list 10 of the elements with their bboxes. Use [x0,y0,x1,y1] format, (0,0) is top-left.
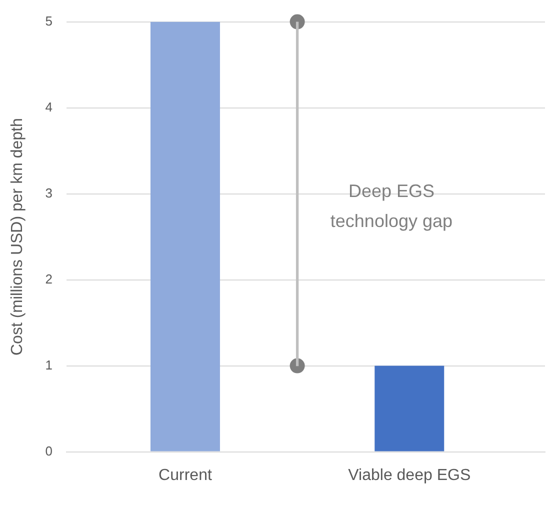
y-tick-label: 5 [45,13,52,28]
x-tick-label: Current [158,466,212,484]
y-tick-label: 2 [45,271,52,286]
annotation: Deep EGS technology gap [330,180,453,231]
y-axis-title: Cost (millions USD) per km depth [9,118,26,356]
x-tick-label: Viable deep EGS [348,466,471,484]
y-tick-label: 1 [45,357,52,372]
y-tick-label: 4 [45,99,52,114]
y-tick-label: 3 [45,185,52,200]
y-tick-label: 0 [45,443,52,458]
